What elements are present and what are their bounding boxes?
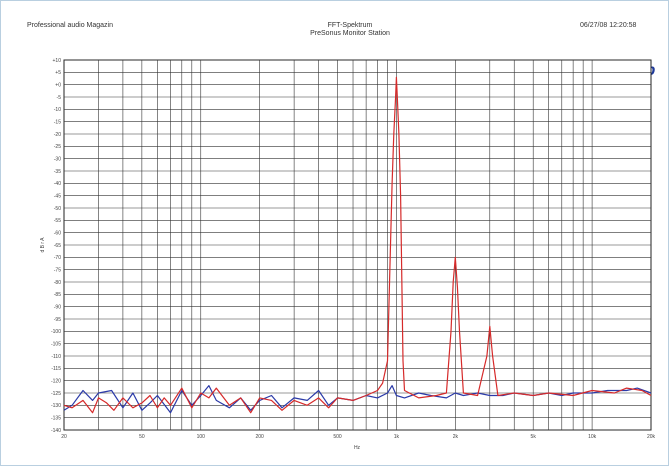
y-tick-label: -15 [54, 119, 61, 125]
y-tick-label: -60 [54, 230, 61, 236]
x-tick-label: 20k [647, 434, 656, 440]
y-tick-label: -40 [54, 181, 61, 187]
y-tick-label: -135 [51, 415, 61, 421]
y-tick-label: -5 [57, 95, 62, 101]
x-tick-label: 5k [531, 434, 537, 440]
x-tick-label: 20 [61, 434, 67, 440]
x-tick-label: 2k [453, 434, 459, 440]
y-tick-label: -80 [54, 280, 61, 286]
x-tick-label: 50 [139, 434, 145, 440]
x-tick-label: 100 [197, 434, 206, 440]
y-tick-label: -110 [51, 354, 61, 360]
x-axis-label: Hz [354, 445, 361, 451]
grid-lines [64, 59, 651, 431]
y-tick-label: -105 [51, 341, 61, 347]
y-tick-label: -30 [54, 156, 61, 162]
y-axis-label: d B r A [40, 237, 46, 253]
y-tick-label: -130 [51, 403, 61, 409]
chart-title-block: FFT-Spektrum PreSonus Monitor Station [290, 22, 410, 38]
y-tick-label: -90 [54, 304, 61, 310]
y-tick-label: +10 [53, 58, 62, 64]
y-tick-labels: +10 +5 +0 -5 -10 -15 -20 -25 -30 -35 -40 -45 -50 -55 -… [51, 58, 61, 434]
x-tick-labels: 20 50 100 200 500 1k 2k 5k 10k 20k [61, 434, 655, 440]
y-tick-label: -95 [54, 317, 61, 323]
y-tick-label: -70 [54, 255, 61, 261]
y-tick-label: -75 [54, 267, 61, 273]
chart-subtitle: PreSonus Monitor Station [310, 30, 390, 37]
y-tick-label: -20 [54, 132, 61, 138]
series-line-2 [63, 76, 652, 414]
y-tick-label: -115 [51, 366, 61, 372]
chart-title: FFT-Spektrum [327, 22, 373, 29]
y-tick-label: -45 [54, 193, 61, 199]
x-tick-label: 1k [394, 434, 400, 440]
y-tick-label: -120 [51, 378, 61, 384]
y-tick-label: -125 [51, 391, 61, 397]
y-tick-label: +5 [55, 70, 61, 76]
x-tick-label: 10k [588, 434, 597, 440]
y-tick-label: -65 [54, 243, 61, 249]
y-tick-label: -100 [51, 329, 61, 335]
y-tick-label: -140 [51, 428, 61, 434]
header-timestamp: 06/27/08 12:20:58 [580, 22, 637, 29]
y-tick-label: -85 [54, 292, 61, 298]
x-tick-label: 500 [333, 434, 342, 440]
y-tick-label: -25 [54, 144, 61, 150]
y-tick-label: +0 [55, 82, 61, 88]
x-tick-label: 200 [255, 434, 264, 440]
y-tick-label: -50 [54, 206, 61, 212]
y-tick-label: -10 [54, 107, 61, 113]
y-tick-label: -35 [54, 169, 61, 175]
header-left-text: Professional audio Magazin [27, 22, 113, 29]
series-group [63, 76, 652, 414]
y-tick-label: -55 [54, 218, 61, 224]
